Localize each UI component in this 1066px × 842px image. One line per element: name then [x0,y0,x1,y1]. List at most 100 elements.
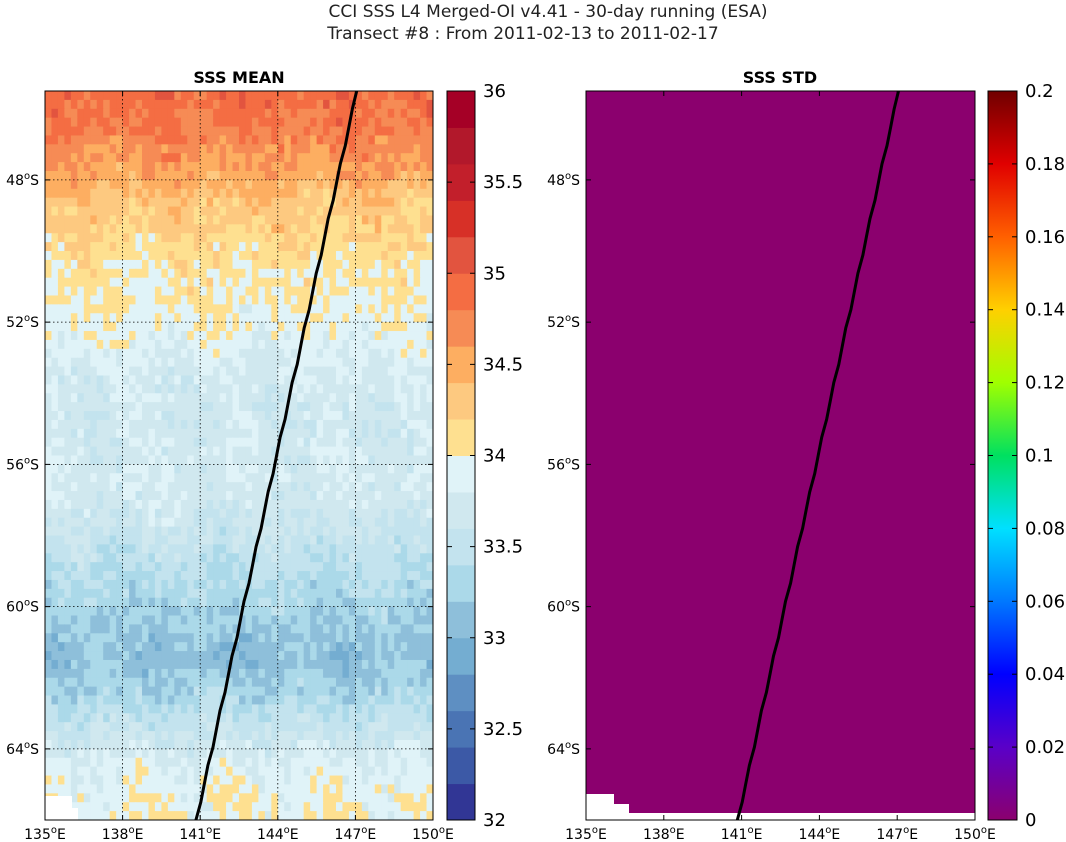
sss-mean-cell [129,171,137,181]
sss-mean-cell [264,251,272,261]
sss-mean-cell [368,402,376,412]
sss-mean-cell [103,571,111,581]
sss-mean-cell [413,588,421,599]
sss-mean-cell [96,473,104,483]
sss-mean-cell [187,171,195,181]
sss-mean-cell [316,553,324,563]
sss-mean-cell [348,686,356,697]
sss-mean-cell [368,411,376,421]
sss-mean-cell [167,642,175,652]
sss-mean-cell [400,242,408,252]
sss-mean-cell [297,251,305,261]
sss-mean-cell [413,739,421,750]
sss-mean-cell [400,197,408,208]
sss-mean-cell [245,642,253,652]
sss-mean-cell [400,91,408,101]
sss-mean-cell [400,517,408,528]
sss-mean-cell [258,428,266,439]
sss-mean-cell [187,704,195,714]
sss-mean-cell [122,144,130,154]
sss-mean-cell [336,473,344,483]
sss-mean-cell [400,695,408,706]
sss-mean-cell [142,348,150,359]
sss-mean-cell [342,108,350,119]
sss-mean-cell [148,668,156,679]
sss-mean-cell [374,464,382,474]
sss-mean-cell [116,615,124,626]
sss-mean-cell [206,615,214,626]
sss-mean-cell [374,535,382,545]
sss-mean-cell [51,446,59,457]
sss-mean-cell [90,562,98,572]
sss-mean-cell [323,535,331,545]
sss-mean-cell [297,508,305,519]
sss-mean-cell [213,295,221,305]
sss-mean-cell [251,757,259,768]
sss-mean-cell [400,162,408,172]
sss-mean-cell [167,171,175,181]
sss-mean-cell [103,517,111,528]
sss-mean-cell [251,553,259,563]
sss-mean-cell [45,366,53,377]
sss-mean-cell [426,295,433,305]
sss-mean-cell [368,802,376,812]
sss-mean-cell [193,393,201,403]
sss-mean-cell [271,713,279,723]
sss-mean-cell [407,384,415,394]
sss-mean-cell [77,322,85,332]
sss-mean-cell [271,508,279,519]
sss-mean-cell [251,366,259,377]
sss-mean-cell [361,259,369,270]
sss-mean-cell [57,668,65,679]
sss-mean-cell [161,331,169,341]
sss-mean-cell [323,277,331,288]
sss-mean-cell [277,304,285,314]
sss-mean-cell [83,499,91,510]
sss-mean-cell [284,99,292,110]
sss-mean-cell [284,473,292,483]
sss-mean-cell [310,295,318,305]
sss-mean-cell [336,757,344,768]
sss-mean-cell [303,108,311,119]
sss-mean-cell [413,464,421,474]
sss-mean-cell [206,677,214,688]
sss-mean-cell [142,91,150,101]
sss-mean-cell [245,597,253,608]
sss-mean-cell [193,695,201,706]
sss-mean-cell [122,419,130,430]
sss-mean-cell [323,473,331,483]
sss-mean-cell [336,659,344,670]
sss-mean-cell [174,375,182,385]
sss-mean-cell [264,802,272,812]
sss-mean-cell [361,171,369,181]
sss-mean-cell [387,108,395,119]
sss-mean-cell [420,437,428,448]
sss-mean-cell [174,153,182,163]
sss-mean-cell [284,571,292,581]
sss-mean-cell [193,117,201,128]
sss-mean-cell [374,802,382,812]
sss-mean-cell [232,313,240,323]
sss-mean-cell [45,215,53,225]
sss-mean-cell [336,153,344,163]
sss-mean-cell [361,91,369,101]
sss-mean-cell [277,553,285,563]
sss-mean-cell [193,455,201,465]
sss-mean-cell [245,224,253,234]
sss-mean-cell [232,562,240,572]
sss-mean-cell [135,242,143,252]
sss-mean-cell [355,419,363,430]
sss-mean-cell [387,811,395,820]
sss-mean-cell [310,606,318,617]
sss-mean-cell [271,188,279,199]
sss-mean-cell [57,748,65,759]
sss-mean-cell [103,544,111,554]
sss-mean-cell [400,322,408,332]
sss-mean-cell [142,793,150,803]
sss-mean-cell [122,215,130,225]
sss-mean-cell [277,91,285,101]
sss-mean-cell [129,526,137,537]
sss-mean-cell [290,99,298,110]
sss-mean-cell [374,322,382,332]
sss-mean-cell [413,686,421,697]
